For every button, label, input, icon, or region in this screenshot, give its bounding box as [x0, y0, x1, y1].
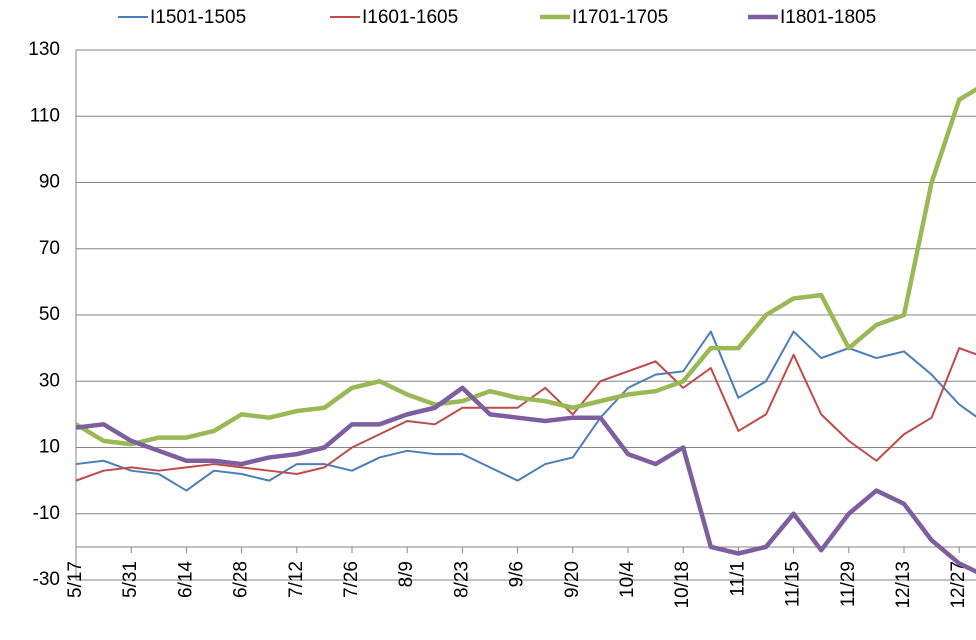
legend-label: I1501-1505: [150, 7, 246, 28]
x-tick-label: 5/31: [120, 561, 141, 598]
x-tick-label: 6/14: [175, 561, 196, 598]
series-line: [75, 385, 976, 574]
y-tick-label: 50: [39, 304, 60, 325]
x-tick-label: 11/29: [838, 561, 859, 607]
y-tick-label: 90: [39, 172, 60, 193]
legend-label: I1801-1805: [780, 7, 876, 28]
y-tick-label: 70: [39, 238, 60, 259]
legend-label: I1701-1705: [572, 7, 668, 28]
x-tick-label: 11/15: [783, 561, 804, 607]
y-tick-label: 30: [39, 370, 60, 391]
x-tick-label: 12/27: [948, 561, 969, 609]
x-tick-label: 11/1: [727, 561, 748, 597]
y-tick-label: 110: [30, 105, 60, 126]
y-tick-label: -30: [33, 569, 60, 590]
x-tick-label: 10/4: [617, 561, 638, 598]
x-tick-label: 7/26: [341, 561, 362, 598]
x-tick-label: 7/12: [286, 561, 307, 598]
y-tick-label: 130: [28, 39, 60, 60]
x-tick-label: 8/23: [451, 561, 472, 598]
y-tick-label: -10: [33, 503, 60, 524]
x-tick-label: 9/20: [562, 561, 583, 598]
series-line: [75, 330, 976, 492]
x-tick-label: 9/6: [507, 561, 528, 587]
x-tick-label: 10/18: [672, 561, 693, 609]
x-tick-label: 5/17: [65, 561, 86, 598]
x-tick-label: 8/9: [396, 561, 417, 587]
series-line: [74, 86, 976, 447]
x-tick-label: 6/28: [231, 561, 252, 598]
x-tick-label: 12/13: [893, 561, 914, 609]
legend-label: I1601-1605: [362, 7, 458, 28]
y-tick-label: 10: [39, 437, 60, 458]
